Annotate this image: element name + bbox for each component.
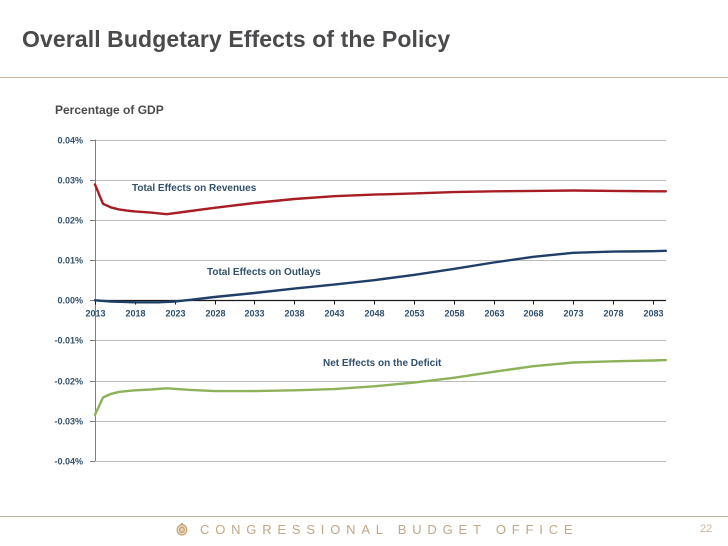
- x-tick-label: 2063: [484, 309, 504, 319]
- x-tick-label: 2028: [205, 309, 225, 319]
- annotation-outlays: Total Effects on Outlays: [207, 267, 321, 278]
- series-lines: [93, 183, 667, 416]
- footer-divider: [0, 516, 728, 517]
- x-tick-label: 2023: [165, 309, 185, 319]
- series-line-total-effects-on-revenues: [93, 183, 667, 216]
- y-axis-label: Percentage of GDP: [55, 103, 164, 117]
- series-line-total-effects-on-outlays: [93, 249, 667, 304]
- y-tick-label: -0.01%: [54, 336, 83, 346]
- x-tick-label: 2048: [364, 309, 384, 319]
- x-tick-label: 2043: [324, 309, 344, 319]
- x-tick-label: 2083: [643, 309, 663, 319]
- x-tick-labels: 2013 2018 2023 2028 2033 2038 2043 2048 2053 2058…: [85, 309, 663, 319]
- x-tick-label: 2068: [523, 309, 543, 319]
- x-tick-label: 2033: [244, 309, 264, 319]
- annotation-revenues: Total Effects on Revenues: [132, 183, 257, 194]
- y-tick-labels: 0.04% 0.03% 0.02% 0.01% 0.00% -0.01% -0.02% -0.…: [54, 136, 83, 467]
- y-tick-label: -0.04%: [54, 457, 83, 467]
- x-tick-label: 2038: [284, 309, 304, 319]
- y-tick-label: -0.02%: [54, 377, 83, 387]
- cbo-seal-icon: [176, 523, 188, 536]
- x-tick-label: 2058: [444, 309, 464, 319]
- gridlines: [95, 140, 666, 462]
- x-tick-label: 2073: [563, 309, 583, 319]
- y-tick-label: 0.04%: [57, 136, 83, 146]
- y-tick-label: 0.02%: [57, 216, 83, 226]
- slide-title: Overall Budgetary Effects of the Policy: [22, 26, 451, 52]
- y-tick-label: 0.00%: [57, 296, 83, 306]
- footer-org-name: CONGRESSIONAL BUDGET OFFICE: [200, 522, 579, 537]
- title-divider: [0, 77, 728, 78]
- y-tick-label: 0.01%: [57, 256, 83, 266]
- y-tick-label: -0.03%: [54, 417, 83, 427]
- x-tick-label: 2013: [85, 309, 105, 319]
- series-line-net-effects-on-the-deficit: [93, 358, 667, 416]
- y-tick-label: 0.03%: [57, 176, 83, 186]
- annotation-deficit: Net Effects on the Deficit: [323, 358, 442, 369]
- x-tick-label: 2078: [603, 309, 623, 319]
- page-number: 22: [700, 523, 713, 535]
- x-tick-label: 2018: [125, 309, 145, 319]
- x-tick-label: 2053: [404, 309, 424, 319]
